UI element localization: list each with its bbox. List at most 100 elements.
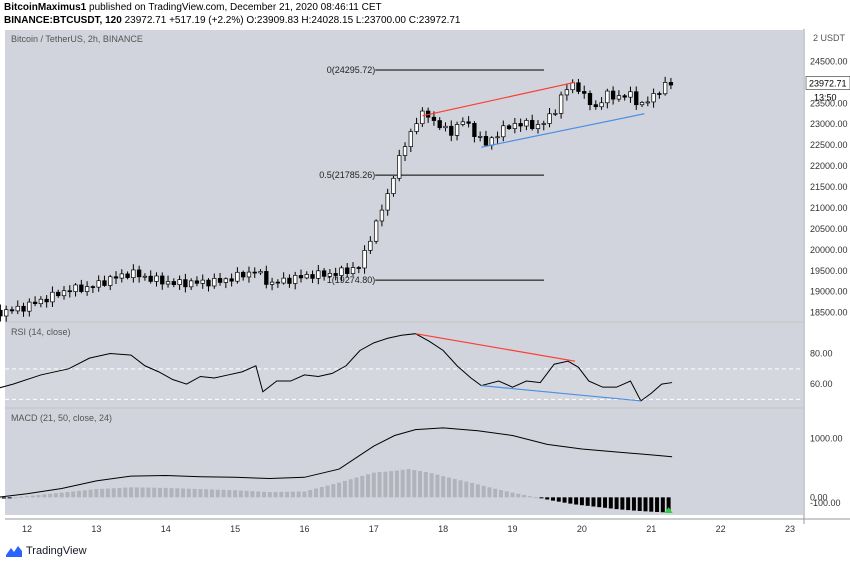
macd-histogram-bar bbox=[192, 488, 197, 498]
macd-histogram-bar bbox=[337, 482, 342, 498]
candle-body bbox=[125, 273, 130, 279]
author-name: BitcoinMaximus1 bbox=[4, 2, 87, 13]
candle-body bbox=[321, 270, 327, 277]
candle-body bbox=[275, 281, 281, 284]
candle-body bbox=[668, 82, 674, 86]
candle-body bbox=[651, 93, 656, 103]
published-text: published on TradingView.com, December 2… bbox=[89, 2, 382, 13]
macd-histogram-bar bbox=[342, 480, 347, 498]
macd-histogram-bar bbox=[608, 497, 613, 509]
price-tick-label: 20500.00 bbox=[810, 224, 848, 234]
macd-histogram-bar bbox=[117, 487, 122, 498]
macd-histogram-bar bbox=[579, 497, 584, 506]
candle-body bbox=[229, 278, 234, 282]
candle-body bbox=[200, 279, 205, 284]
fib-level-label: 1(19274.80) bbox=[327, 275, 376, 285]
macd-histogram-bar bbox=[215, 489, 220, 498]
macd-histogram-bar bbox=[152, 487, 157, 498]
candle-body bbox=[634, 91, 639, 106]
candle-body bbox=[350, 267, 356, 274]
macd-histogram-bar bbox=[123, 487, 128, 498]
macd-histogram-bar bbox=[614, 497, 619, 510]
macd-histogram-bar bbox=[221, 489, 226, 498]
macd-title: MACD (21, 50, close, 24) bbox=[11, 413, 112, 423]
candle-body bbox=[558, 94, 564, 114]
candle-body bbox=[108, 276, 113, 286]
macd-histogram-bar bbox=[389, 471, 394, 498]
candle-body bbox=[339, 267, 344, 276]
candle-body bbox=[327, 273, 333, 277]
candle-body bbox=[333, 273, 338, 276]
macd-line bbox=[0, 427, 673, 498]
price-tick-label: 23000.00 bbox=[810, 119, 848, 129]
candle-body bbox=[530, 120, 535, 129]
candle-body bbox=[373, 220, 379, 242]
macd-histogram-bar bbox=[441, 476, 446, 498]
candle-body bbox=[252, 271, 257, 274]
candle-body bbox=[304, 274, 309, 279]
macd-histogram-bar bbox=[319, 487, 324, 498]
candle-body bbox=[241, 271, 246, 278]
price-tick-label: 19500.00 bbox=[810, 266, 848, 276]
macd-histogram-bar bbox=[446, 477, 451, 498]
candle-body bbox=[391, 177, 396, 194]
macd-histogram-bar bbox=[631, 497, 636, 511]
time-tick-label: 18 bbox=[438, 524, 448, 534]
macd-histogram-bar bbox=[71, 491, 76, 498]
candle-body bbox=[246, 271, 252, 278]
currency-label: 2 USDT bbox=[813, 33, 846, 43]
price-tick-label: 19000.00 bbox=[810, 287, 848, 297]
macd-histogram-bar bbox=[30, 495, 35, 498]
macd-histogram-bar bbox=[140, 487, 145, 498]
candle-body bbox=[662, 82, 668, 95]
footer: TradingView bbox=[6, 545, 87, 557]
macd-histogram-bar bbox=[261, 491, 266, 498]
candle-body bbox=[15, 305, 20, 312]
macd-histogram-bar bbox=[493, 488, 498, 498]
macd-histogram-bar bbox=[383, 471, 388, 498]
candle-body bbox=[431, 116, 437, 121]
low-label: L: bbox=[355, 15, 365, 26]
candle-body bbox=[628, 91, 633, 98]
macd-histogram-bar bbox=[186, 488, 191, 498]
macd-histogram-bar bbox=[285, 491, 290, 498]
time-tick-label: 16 bbox=[299, 524, 309, 534]
macd-histogram-bar bbox=[412, 470, 417, 498]
macd-histogram-bar bbox=[198, 489, 203, 498]
candle-body bbox=[223, 278, 228, 283]
chart-canvas[interactable]: Bitcoin / TetherUS, 2h, BINANCE 2 USDT 245… bbox=[0, 29, 850, 543]
macd-histogram-bar bbox=[504, 491, 509, 498]
macd-histogram-bar bbox=[325, 485, 330, 498]
candle-body bbox=[512, 123, 518, 129]
candle-body bbox=[56, 291, 61, 297]
macd-histogram-bar bbox=[88, 489, 93, 498]
candle-body bbox=[183, 279, 188, 288]
macd-histogram-bar bbox=[290, 491, 295, 498]
macd-histogram-bar bbox=[308, 489, 313, 498]
macd-histogram-bar bbox=[209, 489, 214, 498]
macd-histogram-bar bbox=[423, 472, 428, 498]
macd-histogram-bar bbox=[59, 492, 64, 498]
candle-body bbox=[258, 271, 263, 274]
macd-histogram-bar bbox=[169, 488, 174, 498]
rsi-tick-label: 80.00 bbox=[810, 349, 833, 359]
macd-histogram-bar bbox=[366, 474, 371, 498]
price-tick-label: 24500.00 bbox=[810, 56, 848, 66]
candle-body bbox=[32, 301, 38, 305]
macd-histogram-bar bbox=[539, 497, 544, 499]
candles-group bbox=[0, 76, 674, 322]
candle-body bbox=[518, 123, 523, 127]
time-tick-label: 14 bbox=[161, 524, 171, 534]
rsi-title: RSI (14, close) bbox=[11, 327, 71, 337]
macd-histogram-bar bbox=[574, 497, 579, 505]
candle-body bbox=[269, 281, 275, 285]
macd-histogram-bar bbox=[48, 493, 53, 498]
candle-body bbox=[281, 277, 286, 284]
candle-body bbox=[535, 124, 541, 129]
fib-level-label: 0(24295.72) bbox=[327, 65, 376, 75]
macd-histogram-bar bbox=[626, 497, 631, 511]
macd-histogram-bar bbox=[597, 497, 602, 508]
candle-body bbox=[217, 278, 223, 283]
macd-histogram-bar bbox=[296, 491, 301, 498]
macd-histogram-bar bbox=[458, 480, 463, 498]
